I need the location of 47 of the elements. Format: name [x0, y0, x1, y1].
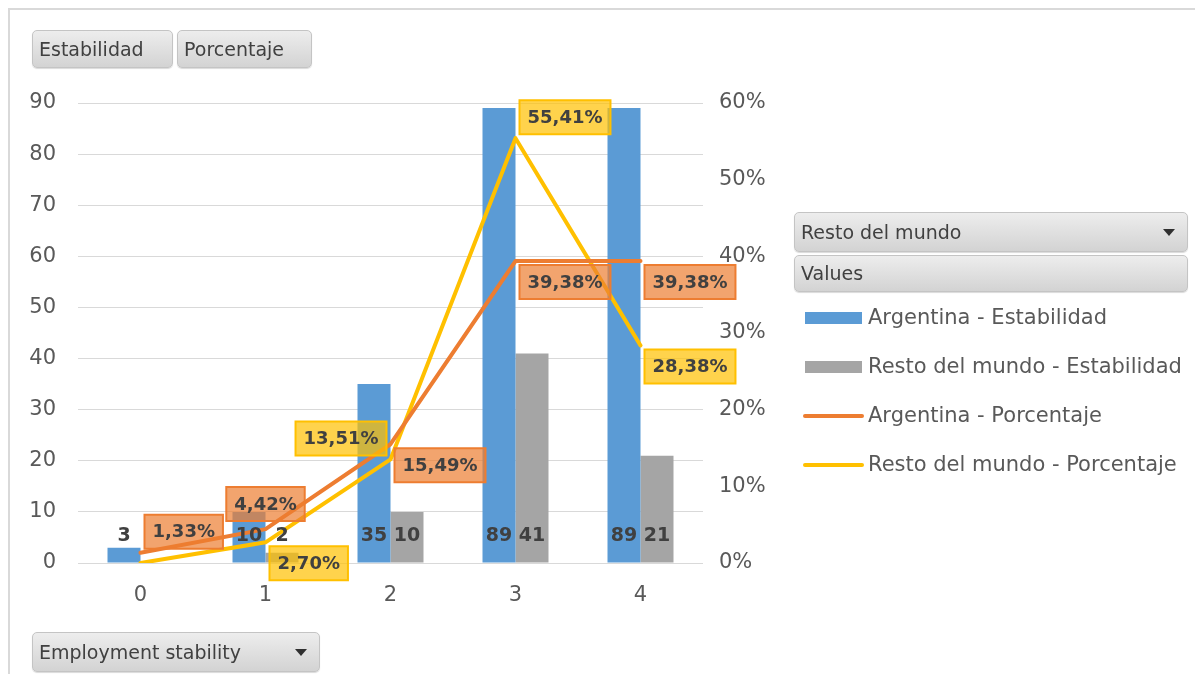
data-label: 10 [393, 523, 421, 546]
x-tick-label: 2 [383, 582, 398, 607]
data-label: 89 [485, 523, 513, 546]
y2-tick-label: 30% [719, 319, 766, 344]
data-label: 13,51% [303, 427, 379, 449]
data-label: 3 [117, 523, 131, 546]
data-label: 35 [360, 523, 388, 546]
x-tick-label: 3 [508, 582, 523, 607]
y2-tick-label: 40% [719, 242, 766, 267]
legend-label: Argentina - Estabilidad [868, 305, 1108, 330]
y2-tick-label: 60% [719, 89, 766, 114]
text: Resto del mundo [801, 220, 962, 245]
x-axis-title: Employment stability [39, 640, 242, 665]
legend-label: Argentina - Porcentaje [868, 403, 1102, 428]
data-label: 41 [518, 523, 546, 546]
y2-tick-label: 50% [719, 166, 766, 191]
y-tick-label: 40 [29, 345, 56, 370]
x-tick-label: 4 [633, 582, 648, 607]
legend-label: Resto del mundo - Porcentaje [868, 452, 1177, 477]
y-tick-label: 20 [29, 447, 56, 472]
data-label: 55,41% [527, 105, 603, 127]
x-tick-label: 0 [133, 582, 148, 607]
y-tick-label: 90 [29, 89, 56, 114]
text: Porcentaje [184, 37, 285, 62]
data-label: 89 [610, 523, 638, 546]
text: Estabilidad [39, 37, 144, 62]
data-label: 21 [643, 523, 671, 546]
y2-tick-label: 0% [719, 549, 753, 574]
data-label: 28,38% [652, 355, 728, 377]
y2-tick-label: 10% [719, 472, 766, 497]
data-label: 39,38% [652, 270, 728, 292]
y-tick-label: 60 [29, 242, 56, 267]
text: Values [801, 261, 864, 286]
data-label: 4,42% [234, 492, 297, 514]
data-label: 15,49% [402, 453, 478, 475]
x-tick-label: 1 [258, 582, 273, 607]
y-tick-label: 0 [42, 549, 56, 574]
y2-tick-label: 20% [719, 396, 766, 421]
y-tick-label: 50 [29, 293, 56, 318]
data-label: 39,38% [527, 270, 603, 292]
y-tick-label: 30 [29, 396, 56, 421]
data-label: 2,70% [277, 551, 340, 573]
data-label: 1,33% [152, 520, 215, 542]
y-tick-label: 10 [29, 498, 56, 523]
y-tick-label: 70 [29, 191, 56, 216]
y-tick-label: 80 [29, 140, 56, 165]
legend-label: Resto del mundo - Estabilidad [868, 354, 1182, 379]
